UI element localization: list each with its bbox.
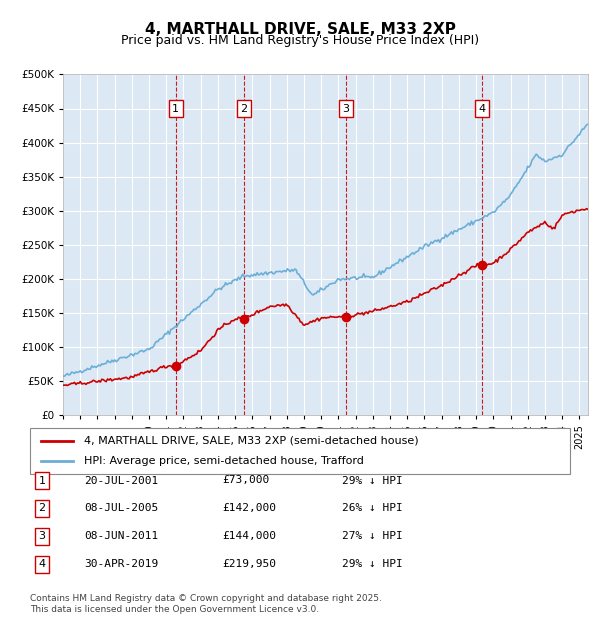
Text: 27% ↓ HPI: 27% ↓ HPI [342, 531, 403, 541]
FancyBboxPatch shape [30, 428, 570, 474]
Text: 2: 2 [38, 503, 46, 513]
Text: 1: 1 [172, 104, 179, 113]
Text: 3: 3 [38, 531, 46, 541]
Text: 20-JUL-2001: 20-JUL-2001 [84, 476, 158, 485]
Text: Price paid vs. HM Land Registry's House Price Index (HPI): Price paid vs. HM Land Registry's House … [121, 34, 479, 47]
Text: 4: 4 [38, 559, 46, 569]
Text: £142,000: £142,000 [222, 503, 276, 513]
Text: 4: 4 [478, 104, 485, 113]
Text: 4, MARTHALL DRIVE, SALE, M33 2XP (semi-detached house): 4, MARTHALL DRIVE, SALE, M33 2XP (semi-d… [84, 436, 419, 446]
Text: 29% ↓ HPI: 29% ↓ HPI [342, 559, 403, 569]
Text: £73,000: £73,000 [222, 476, 269, 485]
Text: 2: 2 [241, 104, 248, 113]
Text: 1: 1 [38, 476, 46, 485]
Text: £219,950: £219,950 [222, 559, 276, 569]
Text: 29% ↓ HPI: 29% ↓ HPI [342, 476, 403, 485]
Text: £144,000: £144,000 [222, 531, 276, 541]
Text: 26% ↓ HPI: 26% ↓ HPI [342, 503, 403, 513]
Text: 08-JUL-2005: 08-JUL-2005 [84, 503, 158, 513]
Text: 08-JUN-2011: 08-JUN-2011 [84, 531, 158, 541]
Text: HPI: Average price, semi-detached house, Trafford: HPI: Average price, semi-detached house,… [84, 456, 364, 466]
Text: 3: 3 [343, 104, 349, 113]
Text: 30-APR-2019: 30-APR-2019 [84, 559, 158, 569]
Text: Contains HM Land Registry data © Crown copyright and database right 2025.
This d: Contains HM Land Registry data © Crown c… [30, 595, 382, 614]
Text: 4, MARTHALL DRIVE, SALE, M33 2XP: 4, MARTHALL DRIVE, SALE, M33 2XP [145, 22, 455, 37]
